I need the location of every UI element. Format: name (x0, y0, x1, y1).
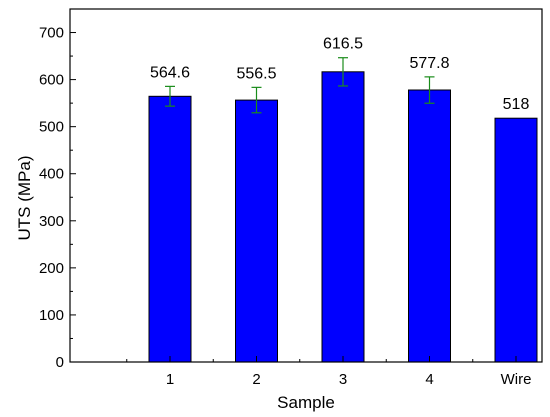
x-tick-label: 3 (339, 371, 347, 388)
data-label: 564.6 (150, 64, 190, 81)
x-axis-title: Sample (277, 393, 335, 412)
y-axis-title: UTS (MPa) (15, 156, 34, 241)
y-tick-label: 400 (39, 166, 64, 183)
x-tick-label: 2 (252, 371, 260, 388)
y-tick-label: 300 (39, 213, 64, 230)
bar (321, 71, 365, 363)
y-tick-label: 700 (39, 25, 64, 42)
y-tick-label: 500 (39, 119, 64, 136)
x-tick-label: 1 (166, 371, 174, 388)
data-label: 518 (503, 96, 530, 113)
y-tick-label: 100 (39, 307, 64, 324)
y-tick-label: 0 (56, 354, 64, 371)
y-tick-label: 600 (39, 72, 64, 89)
y-tick-label: 200 (39, 260, 64, 277)
x-tick-label: Wire (501, 371, 532, 388)
x-tick-label: 4 (425, 371, 433, 388)
data-label: 577.8 (409, 55, 449, 72)
plot-area: 564.6 556.5 616.5 577.8 518 0 100 200 300 400 500 6… (39, 8, 543, 388)
bar (408, 89, 451, 363)
data-label: 616.5 (323, 36, 363, 53)
bar (148, 95, 192, 363)
bar (235, 99, 278, 363)
plot-frame (69, 8, 543, 363)
bar (494, 117, 538, 363)
data-label: 556.5 (236, 65, 276, 82)
